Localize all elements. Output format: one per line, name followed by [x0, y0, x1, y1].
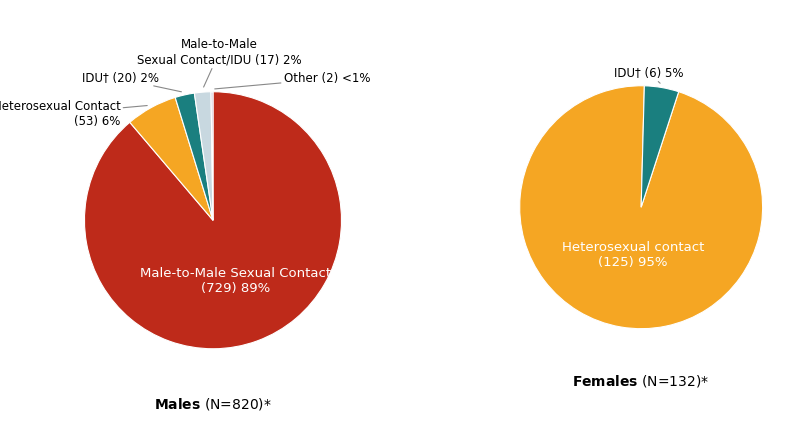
Wedge shape	[641, 86, 678, 207]
Wedge shape	[520, 86, 763, 329]
Text: IDU† (20) 2%: IDU† (20) 2%	[82, 72, 181, 92]
Text: IDU† (6) 5%: IDU† (6) 5%	[614, 67, 684, 83]
Text: Heterosexual contact
(125) 95%: Heterosexual contact (125) 95%	[562, 241, 704, 269]
Text: Heterosexual Contact
(53) 6%: Heterosexual Contact (53) 6%	[0, 100, 147, 128]
X-axis label: $\bf{Females}$ (N=132)*: $\bf{Females}$ (N=132)*	[573, 373, 710, 389]
Wedge shape	[211, 92, 213, 220]
Text: Male-to-Male
Sexual Contact/IDU (17) 2%: Male-to-Male Sexual Contact/IDU (17) 2%	[137, 38, 302, 87]
Text: Other (2) <1%: Other (2) <1%	[215, 72, 370, 89]
Wedge shape	[84, 92, 341, 349]
Wedge shape	[195, 92, 213, 220]
X-axis label: $\bf{Males}$ (N=820)*: $\bf{Males}$ (N=820)*	[154, 396, 272, 412]
Text: Male-to-Male Sexual Contact
(729) 89%: Male-to-Male Sexual Contact (729) 89%	[139, 266, 331, 295]
Wedge shape	[130, 97, 213, 220]
Wedge shape	[175, 93, 213, 220]
